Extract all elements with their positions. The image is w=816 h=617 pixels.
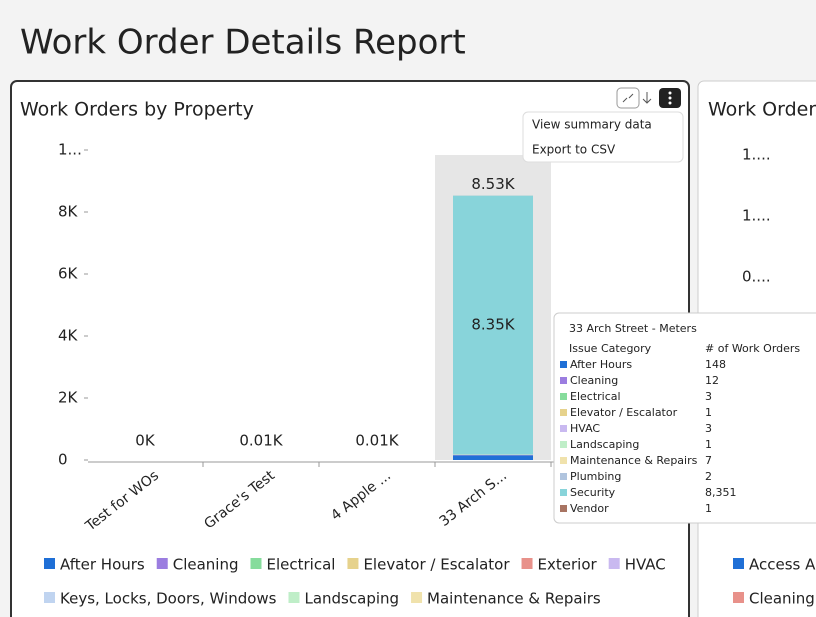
y-tick-label: 4K <box>58 327 79 345</box>
tooltip-value: 12 <box>705 374 719 387</box>
tooltip-category: Landscaping <box>570 438 639 451</box>
legend-label: Cleaning <box>749 590 815 608</box>
menu: View summary data Export to CSV <box>522 111 684 163</box>
total-label: 8.53K <box>471 175 515 193</box>
panel-2: Work Orders 1.... 1.... 0.... Access As Clea… <box>708 99 816 608</box>
tooltip-value: 7 <box>705 454 712 467</box>
y-tick-label: 1.... <box>742 146 771 164</box>
y-tick-label: 1... <box>58 141 82 159</box>
tooltip-swatch <box>560 409 567 416</box>
download-button[interactable] <box>642 92 652 104</box>
y-tick-label: 6K <box>58 265 79 283</box>
icon <box>668 91 672 95</box>
legend-swatch <box>44 592 55 603</box>
tooltip-value: 1 <box>705 438 712 451</box>
page-title: Work Order Details Report <box>20 23 466 63</box>
tooltip-swatch <box>560 489 567 496</box>
tooltip-category: Maintenance & Repairs <box>570 454 698 467</box>
expand-button[interactable] <box>616 87 640 109</box>
total-label: 0K <box>135 432 156 450</box>
tooltip-value: 3 <box>705 390 712 403</box>
tooltip-value: 148 <box>705 358 726 371</box>
tooltip-title: 33 Arch Street - Meters <box>569 322 697 335</box>
tooltip-category: HVAC <box>570 422 600 435</box>
total-label: 0.01K <box>239 432 283 450</box>
legend-label: Exterior <box>538 556 598 574</box>
tooltip-value: 1 <box>705 406 712 419</box>
tooltip-swatch <box>560 473 567 480</box>
tooltip-category: Security <box>570 486 616 499</box>
tooltip: 33 Arch Street - Meters Issue Category # o… <box>553 312 816 524</box>
legend-swatch <box>250 558 262 569</box>
legend-label: Access As <box>749 556 816 574</box>
tooltip-box <box>553 312 816 524</box>
chart-title: Work Orders <box>708 99 816 121</box>
y-tick-label: 0 <box>58 451 68 469</box>
tooltip-swatch <box>560 377 567 384</box>
tooltip-swatch <box>560 425 567 432</box>
legend-swatch <box>608 558 620 569</box>
toolbar <box>616 87 681 109</box>
bar-segment <box>453 195 533 455</box>
tooltip-category: Elevator / Escalator <box>570 406 678 419</box>
y-tick-label: 2K <box>58 389 79 407</box>
y-tick-label: 8K <box>58 203 79 221</box>
legend-label: Elevator / Escalator <box>363 556 510 574</box>
legend-label: After Hours <box>60 556 145 574</box>
legend-swatch <box>44 558 55 569</box>
tooltip-category: Plumbing <box>570 470 621 483</box>
bar-segment <box>453 455 533 460</box>
legend-label: Maintenance & Repairs <box>427 590 601 608</box>
tooltip-swatch <box>560 457 567 464</box>
icon <box>622 93 634 103</box>
legend-swatch <box>347 558 359 569</box>
tooltip-header: # of Work Orders <box>705 342 800 355</box>
tooltip-swatch <box>560 361 567 368</box>
tooltip-swatch <box>560 505 567 512</box>
menu-box <box>522 111 684 163</box>
menu-item[interactable]: View summary data <box>532 118 652 132</box>
legend-swatch <box>521 558 533 569</box>
chart-title: Work Orders by Property <box>20 99 254 121</box>
tooltip-value: 8,351 <box>705 486 737 499</box>
tooltip-category: Cleaning <box>570 374 618 387</box>
legend-swatch <box>156 558 168 569</box>
legend-label: Landscaping <box>304 590 399 608</box>
total-label: 0.01K <box>355 432 399 450</box>
tooltip-value: 1 <box>705 502 712 515</box>
y-tick-label: 1.... <box>742 207 771 225</box>
tooltip-category: After Hours <box>570 358 632 371</box>
legend-label: Cleaning <box>173 556 239 574</box>
tooltip-swatch <box>560 393 567 400</box>
icon <box>668 101 672 105</box>
tooltip-swatch <box>560 441 567 448</box>
legend-label: HVAC <box>625 556 666 574</box>
tooltip-category: Vendor <box>570 502 609 515</box>
menu-item[interactable]: Export to CSV <box>532 143 616 157</box>
y-tick-label: 0.... <box>742 268 771 286</box>
segment-label: 8.35K <box>471 316 515 334</box>
legend-swatch <box>288 592 300 603</box>
legend-label: Keys, Locks, Doors, Windows <box>60 590 277 608</box>
legend-swatch <box>733 558 744 569</box>
tooltip-header: Issue Category <box>569 342 652 355</box>
legend-swatch <box>733 592 744 603</box>
legend-label: Electrical <box>267 556 336 574</box>
legend-swatch <box>411 592 423 603</box>
tooltip-value: 2 <box>705 470 712 483</box>
tooltip-category: Electrical <box>570 390 621 403</box>
icon <box>668 96 672 100</box>
tooltip-value: 3 <box>705 422 712 435</box>
